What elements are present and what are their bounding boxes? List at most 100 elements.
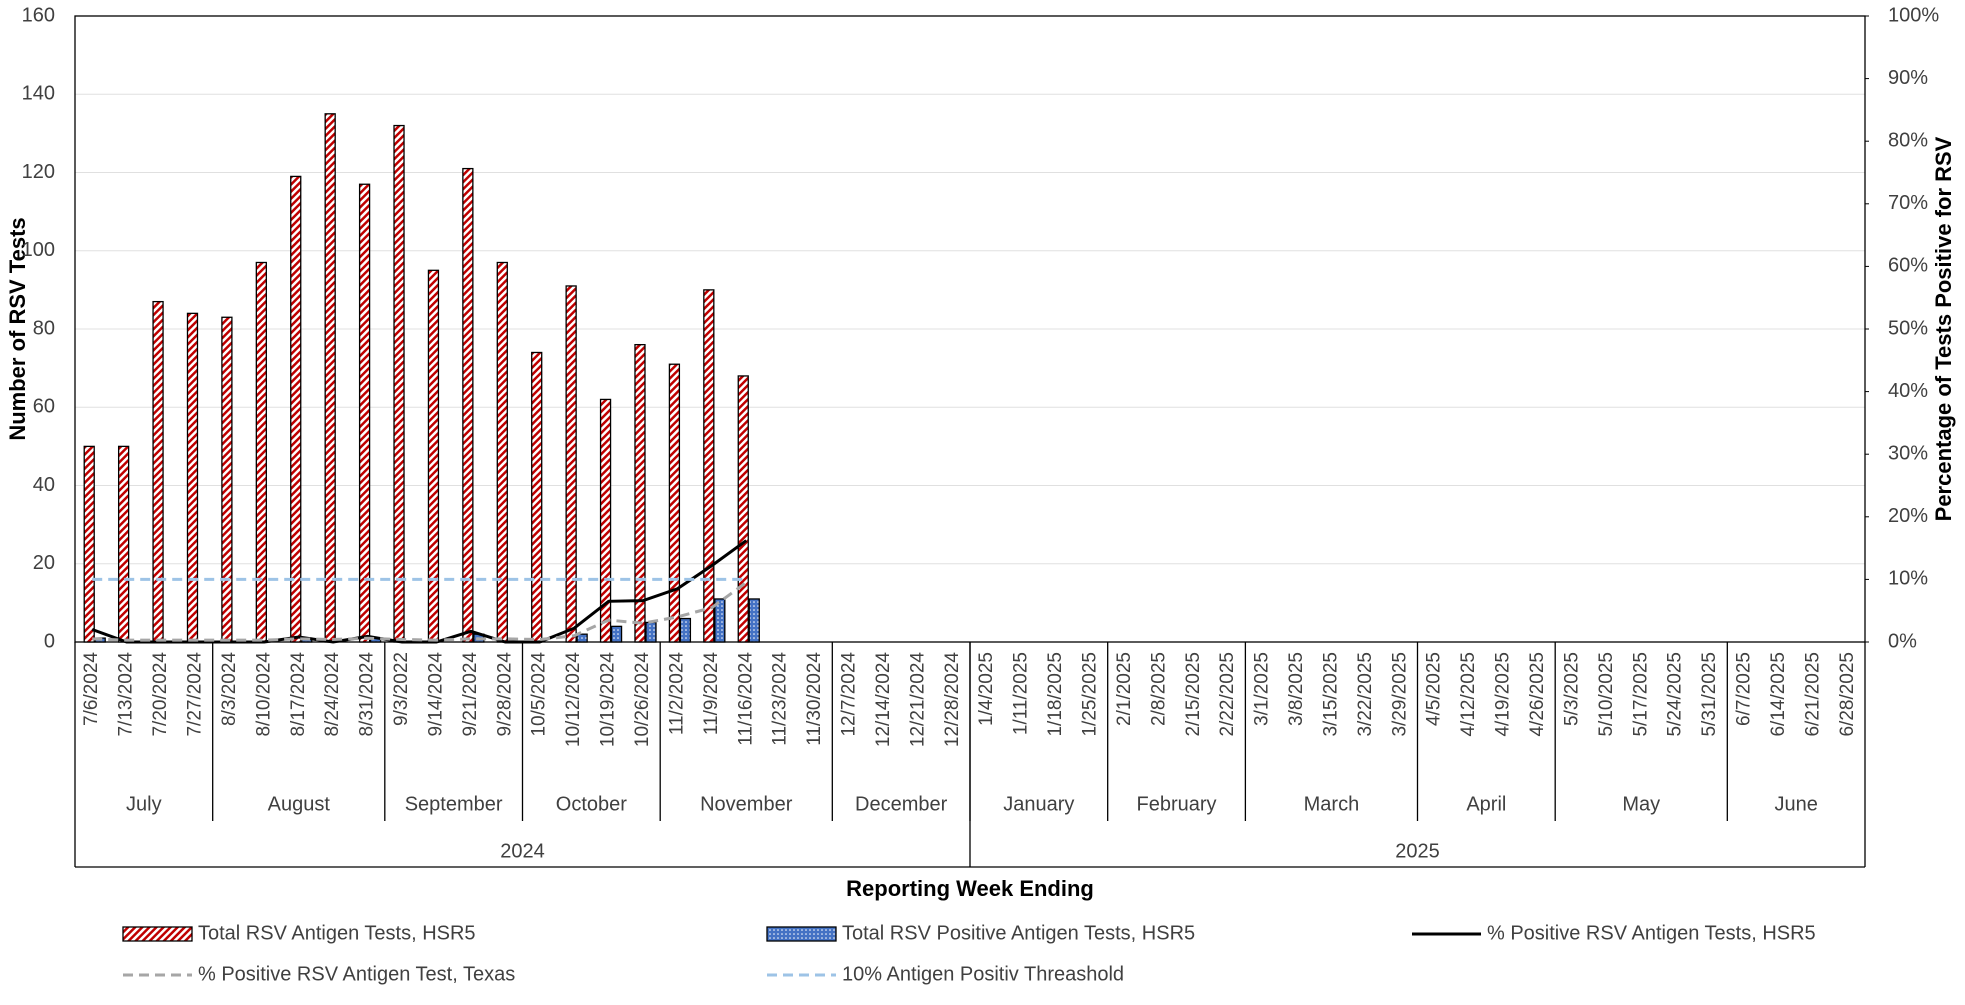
bar [255,261,267,643]
y-tick-label: 20 [33,552,55,574]
bar [531,351,543,643]
x-tick-label: 3/22/2025 [1355,652,1376,737]
month-label: July [126,793,162,815]
bar [645,621,657,643]
x-tick-label: 3/8/2025 [1286,652,1307,726]
year-label: 2024 [500,840,545,862]
x-tick-label: 10/26/2024 [632,652,653,748]
x-tick-label: 10/5/2024 [529,652,550,737]
bar [610,625,623,643]
x-tick-label: 4/5/2025 [1424,652,1445,726]
bar [634,343,646,643]
x-tick-label: 8/10/2024 [253,652,274,737]
x-tick-label: 4/19/2025 [1493,652,1514,737]
y2-tick-label: 80% [1888,129,1928,151]
y-tick-label: 140 [22,83,55,105]
bar [358,183,371,643]
x-tick-label: 11/2/2024 [666,652,687,736]
legend-label: % Positive RSV Antigen Test, Texas [198,963,515,985]
x-tick-label: 9/28/2024 [494,652,515,737]
legend-swatch [122,926,193,942]
bar [393,124,405,643]
x-tick-label: 8/24/2024 [322,652,343,737]
bar [324,113,336,643]
bar [565,285,577,643]
x-tick-label: 2/1/2025 [1114,652,1135,726]
x-tick-label: 5/10/2025 [1596,652,1617,737]
month-label: November [700,793,793,815]
bar [186,312,199,643]
bar [427,269,440,643]
month-label: January [1003,793,1074,815]
y-tick-label: 60 [33,396,55,418]
bar [83,445,95,643]
month-label: April [1466,793,1506,815]
bar [496,261,508,643]
x-tick-label: 7/27/2024 [184,652,205,737]
month-label: December [855,793,948,815]
y-axis-title: Number of RSV Tests [5,217,30,440]
month-label: August [268,793,331,815]
y-tick-label: 100 [22,239,55,261]
y2-tick-label: 70% [1888,192,1928,214]
line [91,539,748,644]
x-tick-label: 8/31/2024 [357,652,378,737]
y2-tick-label: 10% [1888,568,1928,590]
x-tick-label: 3/1/2025 [1252,652,1273,726]
y2-tick-label: 100% [1888,4,1939,26]
bar [748,598,760,643]
year-label: 2025 [1395,840,1440,862]
x-tick-label: 4/26/2025 [1527,652,1548,737]
y2-tick-label: 40% [1888,380,1928,402]
x-tick-label: 10/12/2024 [563,652,584,748]
x-tick-label: 2/8/2025 [1148,652,1169,726]
month-label: June [1774,793,1817,815]
legend-label: 10% Antigen Positiv Threashold [842,963,1124,985]
x-tick-label: 8/17/2024 [288,652,309,737]
y2-axis-title: Percentage of Tests Positive for RSV [1931,136,1956,521]
x-tick-label: 7/13/2024 [116,652,137,737]
legend-label: Total RSV Positive Antigen Tests, HSR5 [842,922,1195,944]
y-tick-label: 40 [33,474,55,496]
bar [703,289,715,643]
y2-tick-label: 50% [1888,317,1928,339]
x-tick-label: 9/21/2024 [460,652,481,737]
x-tick-label: 3/15/2025 [1320,652,1341,737]
x-tick-label: 11/9/2024 [701,652,722,736]
y2-tick-label: 60% [1888,255,1928,277]
x-tick-label: 3/29/2025 [1389,652,1410,737]
x-tick-label: 7/20/2024 [150,652,171,737]
x-tick-label: 12/14/2024 [873,652,894,748]
bar [117,445,130,643]
x-tick-label: 5/24/2025 [1665,652,1686,737]
x-tick-label: 2/15/2025 [1183,652,1204,737]
x-tick-label: 12/28/2024 [942,652,963,748]
x-tick-label: 1/11/2025 [1011,652,1032,735]
legend-swatch [766,926,837,942]
month-label: September [405,793,503,815]
x-tick-label: 10/19/2024 [598,652,619,748]
x-tick-label: 5/31/2025 [1699,652,1720,737]
y-tick-label: 0 [44,630,55,652]
y-tick-label: 120 [22,161,55,183]
month-label: October [556,793,627,815]
y2-tick-label: 30% [1888,442,1928,464]
x-tick-label: 6/28/2025 [1837,652,1858,737]
x-tick-label: 11/30/2024 [804,652,825,746]
y2-tick-label: 20% [1888,505,1928,527]
y2-tick-label: 90% [1888,67,1928,89]
bar [737,375,749,643]
y-tick-label: 160 [22,4,55,26]
month-label: May [1622,793,1660,815]
bar [599,398,612,643]
x-tick-label: 11/16/2024 [735,652,756,746]
month-label: February [1137,793,1217,815]
bar [714,598,726,643]
x-tick-label: 6/21/2025 [1802,652,1823,737]
x-tick-label: 7/6/2024 [81,652,102,726]
x-tick-label: 9/3/2022 [391,652,412,726]
y2-tick-label: 0% [1888,630,1917,652]
line [92,581,748,642]
x-tick-label: 12/7/2024 [839,652,860,737]
